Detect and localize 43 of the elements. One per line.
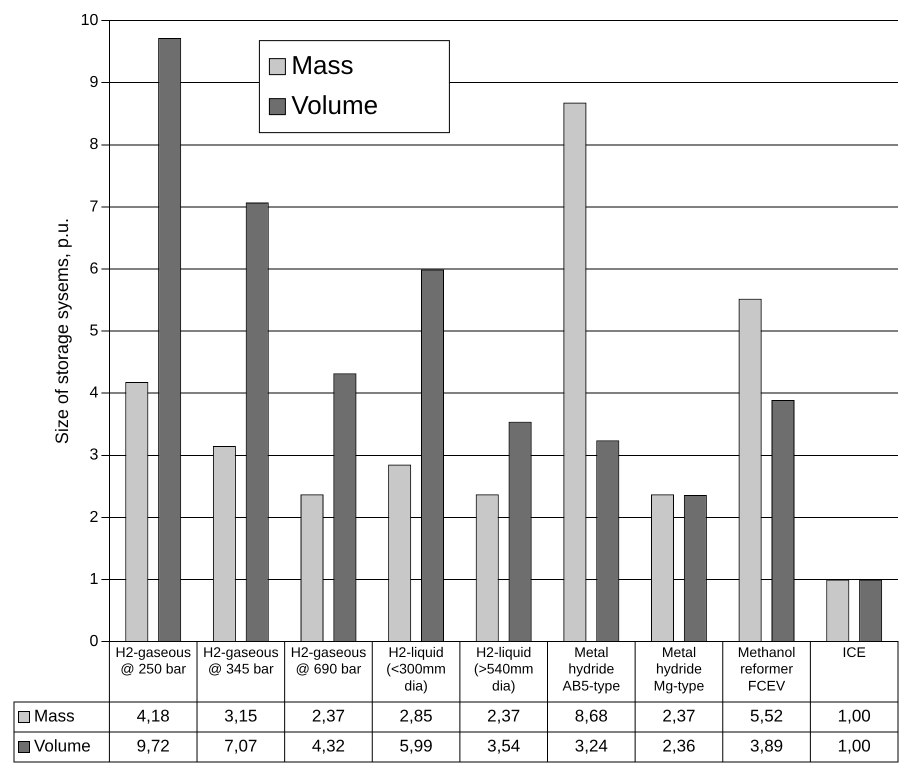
data-label: 3,24 — [574, 736, 608, 756]
data-label: 2,37 — [312, 706, 345, 726]
y-tick-label: 1 — [89, 570, 98, 588]
y-tick-label: 2 — [89, 508, 98, 526]
x-tick-label: Metal hydride Mg-type — [654, 644, 704, 694]
x-tick-label: Metal hydride AB5-type — [562, 644, 620, 694]
y-axis-title: Size of storage sysems, p.u. — [52, 218, 72, 444]
y-tick-label: 4 — [89, 384, 98, 402]
y-tick-label: 5 — [89, 322, 98, 340]
text: Volume — [34, 736, 91, 756]
data-label: 1,00 — [838, 736, 871, 756]
data-label: 4,32 — [312, 736, 345, 756]
data-label: 1,00 — [838, 706, 871, 726]
data-label: 5,52 — [750, 706, 784, 726]
x-tick-label: H2-gaseous @ 690 bar — [290, 644, 366, 677]
y-tick-label: 6 — [89, 260, 98, 278]
x-tick-label: H2-gaseous @ 250 bar — [115, 644, 191, 677]
y-tick-label: 10 — [80, 12, 98, 30]
data-label: 2,85 — [400, 706, 433, 726]
data-label: 8,68 — [574, 706, 608, 726]
x-tick-label: Methanol reformer FCEV — [738, 644, 796, 694]
legend-label: Volume — [291, 90, 378, 120]
data-label: 2,36 — [662, 736, 696, 756]
y-tick-label: 7 — [89, 198, 98, 216]
data-label: 9,72 — [136, 736, 170, 756]
data-label: 3,15 — [224, 706, 258, 726]
data-label: 5,99 — [400, 736, 433, 756]
y-tick-label: 0 — [89, 633, 98, 650]
data-label: 4,18 — [136, 706, 170, 726]
y-tick-label: 8 — [89, 136, 98, 154]
y-tick-label: 9 — [89, 74, 98, 92]
y-tick-label: 3 — [89, 446, 98, 464]
legend-label: Mass — [291, 50, 354, 80]
data-label: 3,89 — [750, 736, 784, 756]
data-label: 2,37 — [487, 706, 520, 726]
data-label: 2,37 — [662, 706, 696, 726]
x-tick-label: ICE — [842, 644, 866, 660]
text: Mass — [34, 706, 75, 726]
x-tick-label: H2-liquid (<300mm dia) — [386, 644, 446, 694]
data-label: 7,07 — [224, 736, 258, 756]
x-tick-label: H2-gaseous @ 345 bar — [203, 644, 279, 677]
data-label: 3,54 — [487, 736, 520, 756]
x-tick-label: H2-liquid (>540mm dia) — [474, 644, 534, 694]
